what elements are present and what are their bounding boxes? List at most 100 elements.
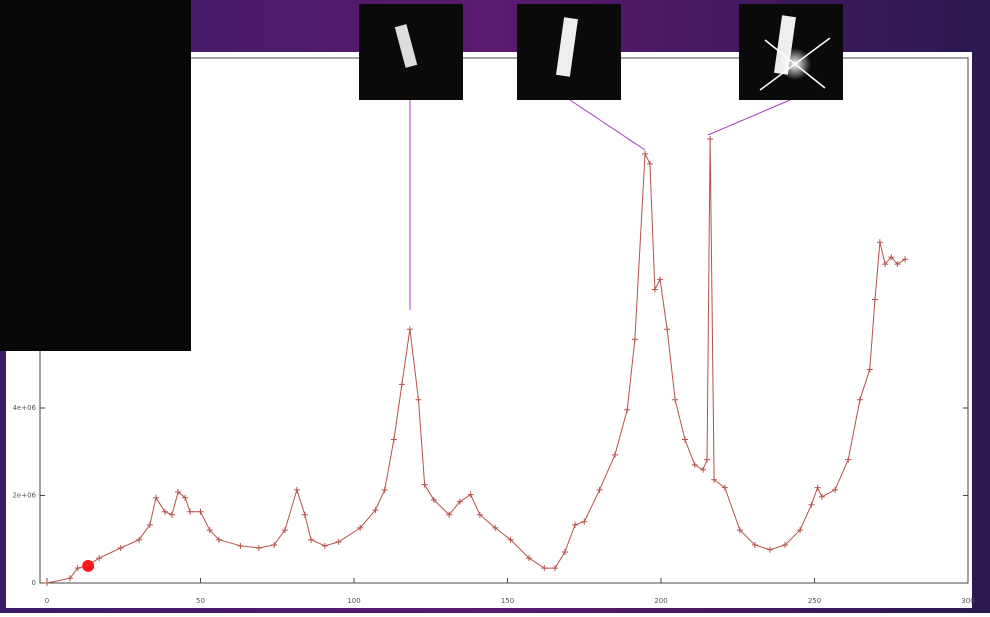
data-point xyxy=(456,498,463,505)
data-point xyxy=(430,496,437,503)
data-point xyxy=(525,555,532,562)
data-point xyxy=(398,381,405,388)
data-point xyxy=(197,508,204,515)
leader-line xyxy=(707,99,791,136)
data-point xyxy=(871,296,878,303)
data-point xyxy=(96,555,103,562)
data-point xyxy=(672,396,679,403)
data-point xyxy=(146,521,153,528)
data-point xyxy=(67,575,74,582)
x-tick-label: 50 xyxy=(196,597,205,605)
data-point xyxy=(882,261,889,268)
data-point xyxy=(206,527,213,534)
data-point xyxy=(182,494,189,501)
data-point xyxy=(611,451,618,458)
x-tick-label: 0 xyxy=(45,597,49,605)
data-point xyxy=(446,511,453,518)
data-point xyxy=(736,527,743,534)
data-point xyxy=(642,150,649,157)
thumbnail-object xyxy=(394,24,418,68)
y-tick-label: 4e+06 xyxy=(12,404,36,412)
overlay-image xyxy=(0,0,191,351)
x-tick-label: 250 xyxy=(808,597,821,605)
data-point xyxy=(467,491,474,498)
data-point xyxy=(308,536,315,543)
data-point xyxy=(136,536,143,543)
data-point xyxy=(541,565,548,572)
data-point xyxy=(117,545,124,551)
data-point xyxy=(711,476,718,483)
data-point xyxy=(651,286,658,293)
data-point xyxy=(406,326,413,333)
plot: 0 2e+06 4e+06 0 50 100 150 200 250 300 xyxy=(12,135,975,605)
data-point xyxy=(581,518,588,525)
data-point xyxy=(707,135,714,142)
data-point xyxy=(664,326,671,333)
data-point xyxy=(301,511,308,518)
data-point xyxy=(415,396,422,403)
data-point xyxy=(381,486,388,493)
x-tick-label: 200 xyxy=(654,597,667,605)
data-point xyxy=(818,493,825,500)
data-point xyxy=(44,580,50,586)
data-point xyxy=(888,254,895,261)
data-point xyxy=(335,538,342,545)
data-point xyxy=(808,501,815,508)
data-point xyxy=(357,524,364,531)
data-point xyxy=(271,541,278,548)
data-point xyxy=(74,565,81,572)
data-point xyxy=(681,436,688,443)
data-point xyxy=(237,542,244,549)
data-point xyxy=(561,548,568,555)
data-point xyxy=(856,396,863,403)
data-point xyxy=(657,276,664,283)
data-point xyxy=(704,456,711,463)
thumbnails xyxy=(359,4,843,310)
x-tick-label: 300 xyxy=(961,597,974,605)
data-point xyxy=(646,160,653,167)
data-point xyxy=(152,494,159,501)
data-point xyxy=(187,508,194,515)
data-point xyxy=(372,506,379,513)
data-point xyxy=(894,261,901,268)
data-point xyxy=(321,542,328,549)
data-point xyxy=(215,536,222,543)
data-point xyxy=(832,486,839,493)
data-point xyxy=(175,489,182,495)
data-point xyxy=(161,508,168,515)
data-point xyxy=(281,527,288,534)
data-point xyxy=(782,541,789,548)
data-point xyxy=(624,406,631,413)
leader-line xyxy=(569,99,646,151)
data-point xyxy=(691,461,698,468)
y-tick-label: 0 xyxy=(32,579,36,587)
data-point xyxy=(293,486,300,493)
data-point xyxy=(700,466,707,473)
data-point xyxy=(492,524,499,531)
data-point xyxy=(766,546,773,553)
x-tick-label: 100 xyxy=(347,597,360,605)
data-point xyxy=(476,511,483,518)
data-point xyxy=(902,256,909,263)
data-point xyxy=(168,511,175,518)
data-point xyxy=(390,436,397,443)
data-point xyxy=(866,366,873,373)
data-point xyxy=(572,521,579,528)
thumbnail-object xyxy=(774,15,796,75)
thumbnail-flare xyxy=(764,39,826,89)
data-point xyxy=(814,484,821,491)
x-tick-label: 150 xyxy=(501,597,514,605)
data-point xyxy=(507,536,514,543)
data-point xyxy=(797,527,804,534)
data-point xyxy=(876,239,883,246)
data-point xyxy=(596,486,603,493)
data-point xyxy=(552,565,559,572)
data-point xyxy=(255,545,262,551)
data-point xyxy=(845,456,852,463)
thumbnail-object xyxy=(556,17,578,77)
data-point xyxy=(751,541,758,548)
y-tick-label: 2e+06 xyxy=(12,492,36,500)
data-point xyxy=(421,481,428,488)
data-point xyxy=(631,336,638,343)
